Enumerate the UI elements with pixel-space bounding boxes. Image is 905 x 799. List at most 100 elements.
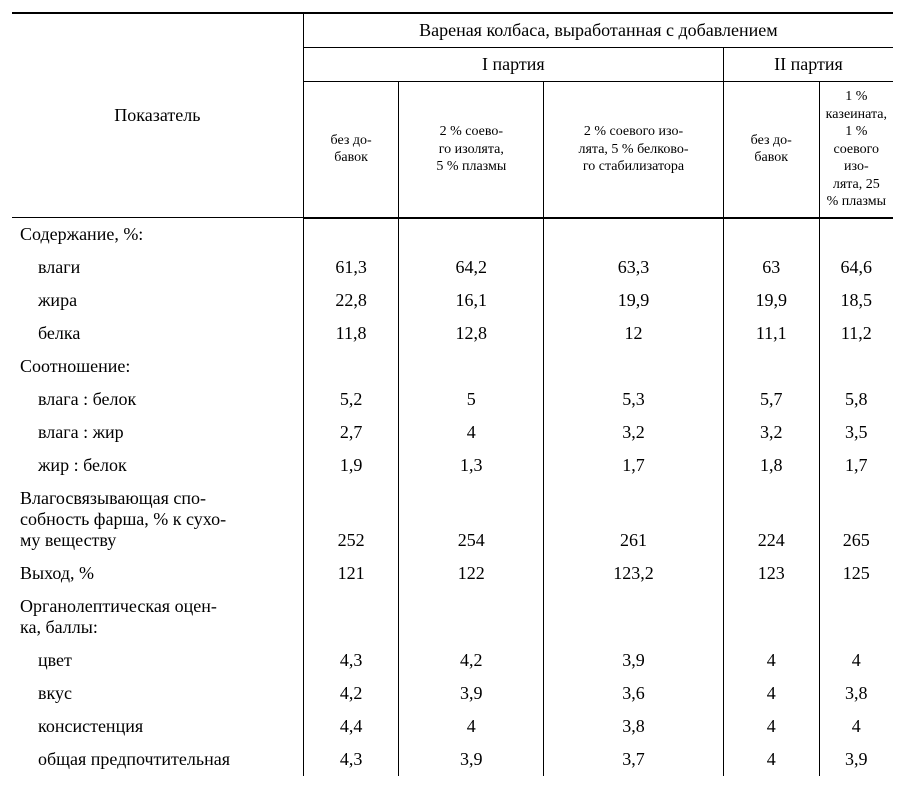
cell: 22,8 <box>303 284 399 317</box>
row-label: Влагосвязывающая спо-собность фарша, % к… <box>12 482 303 557</box>
cell: 4 <box>819 710 893 743</box>
cell: 1,8 <box>723 449 819 482</box>
cell: 19,9 <box>544 284 724 317</box>
cell <box>399 590 544 644</box>
cell: 3,2 <box>723 416 819 449</box>
cell: 4,2 <box>303 677 399 710</box>
cell: 125 <box>819 557 893 590</box>
cell <box>303 350 399 383</box>
cell <box>819 350 893 383</box>
cell: 121 <box>303 557 399 590</box>
row-label: общая предпочтительная <box>12 743 303 776</box>
cell <box>819 218 893 252</box>
cell: 1,9 <box>303 449 399 482</box>
row-label: Содержание, %: <box>12 218 303 252</box>
table-row: вкус4,23,93,643,8 <box>12 677 893 710</box>
table-row: цвет4,34,23,944 <box>12 644 893 677</box>
row-label: влага : белок <box>12 383 303 416</box>
cell: 3,7 <box>544 743 724 776</box>
cell: 11,2 <box>819 317 893 350</box>
cell: 3,9 <box>819 743 893 776</box>
cell <box>819 590 893 644</box>
cell: 4 <box>819 644 893 677</box>
cell: 4 <box>399 416 544 449</box>
cell: 4 <box>723 743 819 776</box>
cell: 122 <box>399 557 544 590</box>
row-label: цвет <box>12 644 303 677</box>
cell: 4 <box>723 710 819 743</box>
cell: 3,9 <box>399 677 544 710</box>
cell: 254 <box>399 482 544 557</box>
cell: 123 <box>723 557 819 590</box>
table-row: влага : жир2,743,23,23,5 <box>12 416 893 449</box>
cell: 16,1 <box>399 284 544 317</box>
row-label: жира <box>12 284 303 317</box>
row-label: влага : жир <box>12 416 303 449</box>
cell: 4 <box>399 710 544 743</box>
header-col-3: 2 % соевого изо-лята, 5 % белково-го ста… <box>544 82 724 218</box>
cell <box>723 218 819 252</box>
cell: 1,7 <box>544 449 724 482</box>
cell: 5,3 <box>544 383 724 416</box>
cell <box>723 590 819 644</box>
cell: 3,8 <box>544 710 724 743</box>
header-col-5: 1 % казеината,1 % соевого изо-лята, 25 %… <box>819 82 893 218</box>
cell: 19,9 <box>723 284 819 317</box>
table-row: Органолептическая оцен-ка, баллы: <box>12 590 893 644</box>
table-row: Влагосвязывающая спо-собность фарша, % к… <box>12 482 893 557</box>
cell: 3,2 <box>544 416 724 449</box>
cell: 5,7 <box>723 383 819 416</box>
cell: 61,3 <box>303 251 399 284</box>
table-row: влага : белок5,255,35,75,8 <box>12 383 893 416</box>
cell: 265 <box>819 482 893 557</box>
row-label: Выход, % <box>12 557 303 590</box>
cell: 4,3 <box>303 743 399 776</box>
data-table: Показатель Вареная колбаса, выработанная… <box>12 12 893 776</box>
cell: 4,3 <box>303 644 399 677</box>
table-row: Содержание, %: <box>12 218 893 252</box>
cell: 224 <box>723 482 819 557</box>
row-label: Органолептическая оцен-ка, баллы: <box>12 590 303 644</box>
cell: 3,5 <box>819 416 893 449</box>
table-row: жир : белок1,91,31,71,81,7 <box>12 449 893 482</box>
cell <box>544 350 724 383</box>
cell: 1,7 <box>819 449 893 482</box>
row-label: влаги <box>12 251 303 284</box>
table-row: общая предпочтительная4,33,93,743,9 <box>12 743 893 776</box>
cell: 3,9 <box>399 743 544 776</box>
cell: 3,8 <box>819 677 893 710</box>
table-row: Соотношение: <box>12 350 893 383</box>
header-group1: I партия <box>303 48 723 82</box>
cell: 4,4 <box>303 710 399 743</box>
cell: 64,2 <box>399 251 544 284</box>
header-col-2: 2 % соево-го изолята,5 % плазмы <box>399 82 544 218</box>
header-row-label: Показатель <box>12 13 303 218</box>
cell: 12,8 <box>399 317 544 350</box>
cell: 63 <box>723 251 819 284</box>
cell: 4 <box>723 644 819 677</box>
cell: 2,7 <box>303 416 399 449</box>
table-row: влаги61,364,263,36364,6 <box>12 251 893 284</box>
cell: 5,2 <box>303 383 399 416</box>
table-row: Выход, %121122123,2123125 <box>12 557 893 590</box>
cell <box>544 218 724 252</box>
cell: 4 <box>723 677 819 710</box>
row-label: жир : белок <box>12 449 303 482</box>
cell: 12 <box>544 317 724 350</box>
header-col-1: без до-бавок <box>303 82 399 218</box>
cell: 5,8 <box>819 383 893 416</box>
cell: 3,6 <box>544 677 724 710</box>
table-row: белка11,812,81211,111,2 <box>12 317 893 350</box>
cell: 18,5 <box>819 284 893 317</box>
table-row: жира22,816,119,919,918,5 <box>12 284 893 317</box>
cell <box>723 350 819 383</box>
header-group2: II партия <box>723 48 893 82</box>
table-row: консистенция4,443,844 <box>12 710 893 743</box>
cell: 11,8 <box>303 317 399 350</box>
cell <box>399 350 544 383</box>
cell: 11,1 <box>723 317 819 350</box>
cell <box>399 218 544 252</box>
cell: 1,3 <box>399 449 544 482</box>
row-label: Соотношение: <box>12 350 303 383</box>
row-label: белка <box>12 317 303 350</box>
